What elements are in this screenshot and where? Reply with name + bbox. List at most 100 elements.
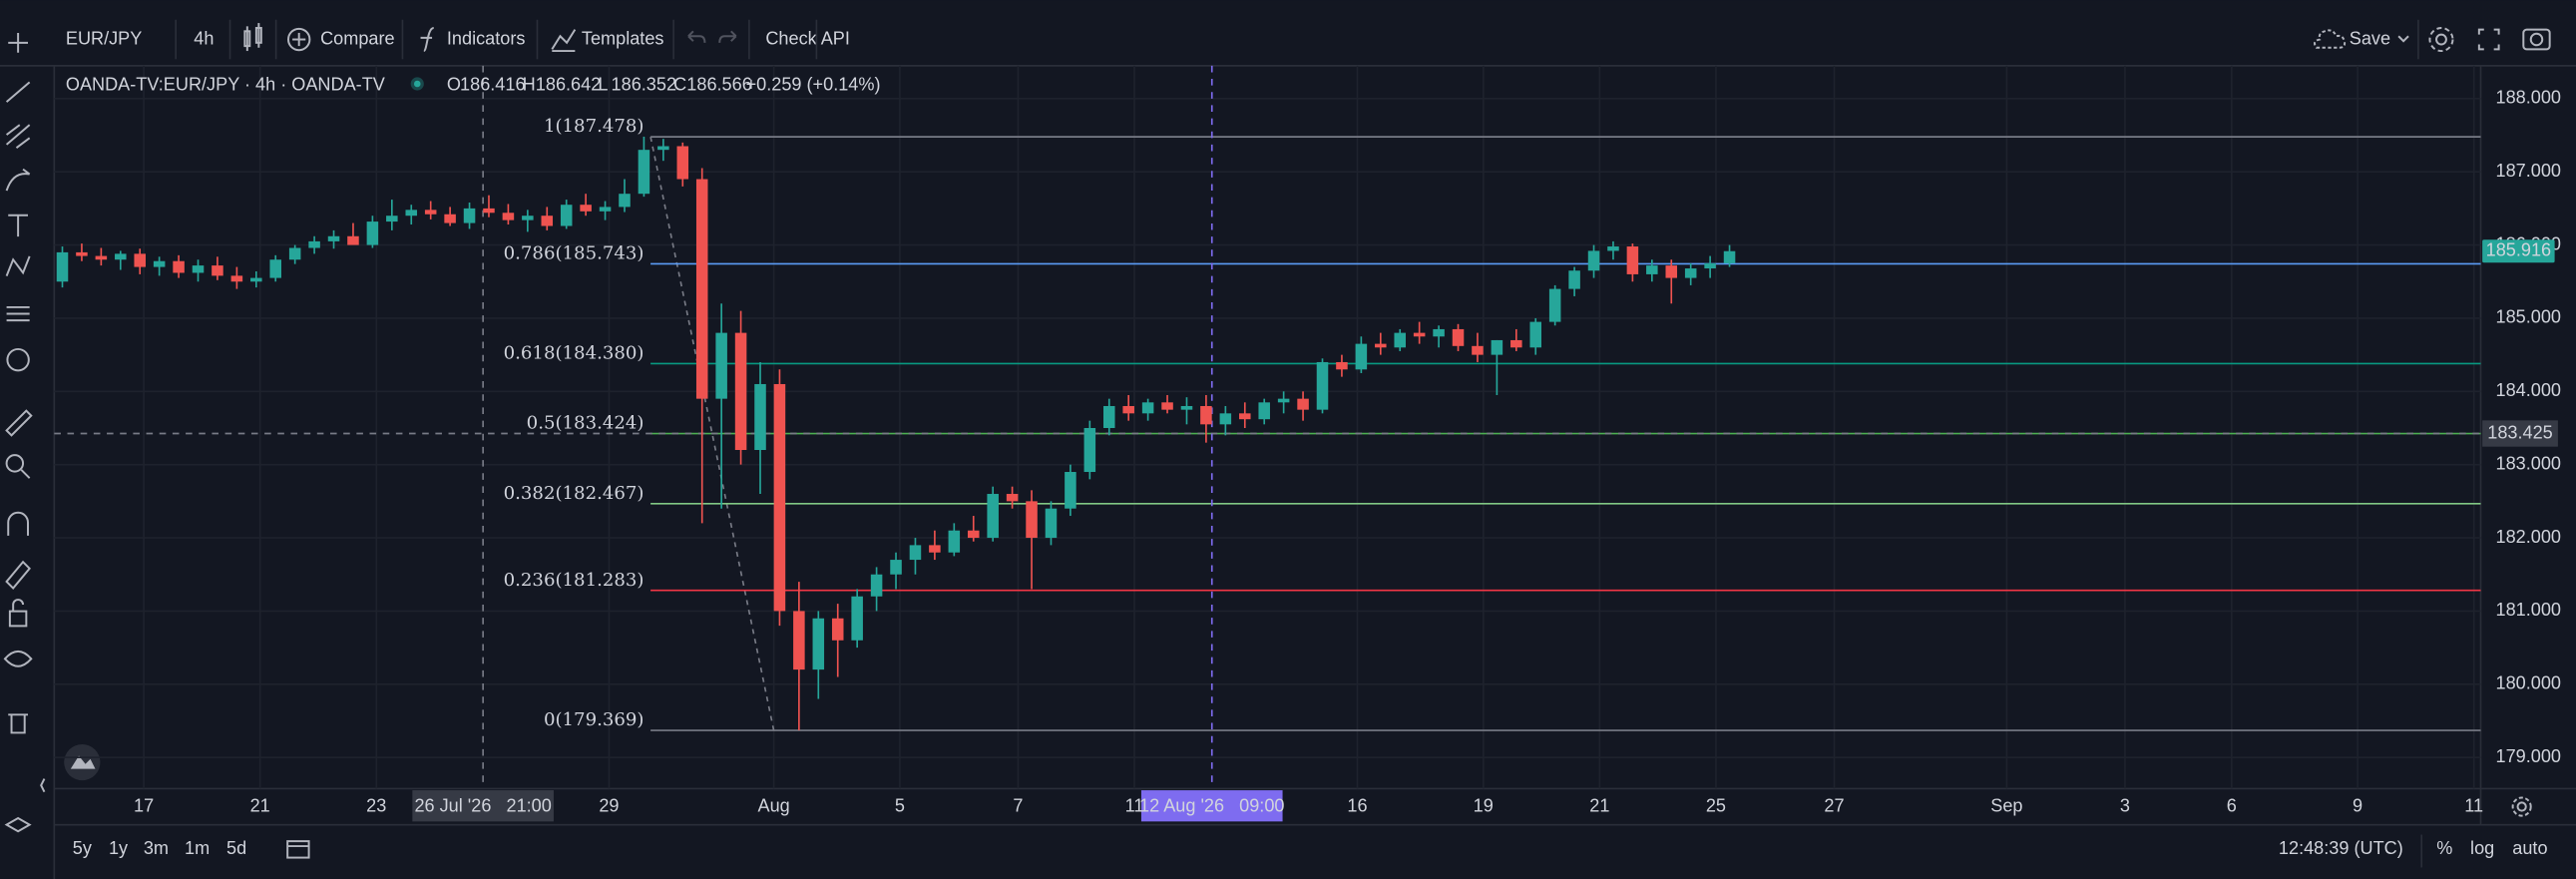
drawing-toolbar [3, 32, 46, 833]
axis-settings[interactable] [2511, 796, 2532, 817]
candle-body [502, 213, 515, 220]
scale-button[interactable]: % [2436, 838, 2452, 858]
x-tick-label: Sep [1990, 795, 2022, 815]
candle-body [657, 146, 669, 151]
crosshair-price-label: 183.425 [2487, 422, 2552, 442]
range-button[interactable]: 5y [73, 838, 93, 858]
delete-tool[interactable] [8, 713, 28, 734]
icon-part[interactable] [2428, 27, 2454, 53]
x-tick-label: 21 [250, 795, 270, 815]
templates-icon[interactable] [551, 29, 577, 53]
stay-drawing-tool[interactable] [5, 560, 31, 590]
range-button[interactable]: 1m [185, 838, 210, 858]
measure-tool[interactable] [5, 409, 33, 437]
x-tick-label: 9 [2353, 795, 2362, 815]
save-button[interactable]: Save [2350, 28, 2390, 48]
clock: 12:48:39 (UTC) [2279, 838, 2403, 858]
candle-body [115, 253, 127, 260]
cloud-icon[interactable] [2313, 29, 2347, 49]
templates-button[interactable]: Templates [582, 28, 664, 48]
y-tick-label: 180.000 [2496, 673, 2561, 693]
candle-body [1607, 246, 1619, 251]
legend-title: OANDA-TV:EUR/JPY · 4h · OANDA-TV [66, 74, 385, 94]
save-menu[interactable] [2397, 35, 2409, 43]
date-range-button[interactable] [286, 840, 310, 859]
icon-part[interactable] [286, 840, 310, 859]
candle-body [1452, 328, 1465, 346]
candle-body [580, 205, 592, 212]
zoom-tool[interactable] [5, 454, 31, 479]
object-tree-button[interactable] [4, 816, 32, 833]
candle-body [424, 210, 437, 215]
magnet-tool[interactable] [7, 511, 29, 536]
check-api-button[interactable]: Check API [765, 28, 850, 48]
candle-body [1141, 402, 1154, 414]
candle-body [463, 208, 476, 223]
top-toolbar: EUR/JPY 4h Compare Indicators Templates … [66, 19, 2551, 60]
x-tick-label: 23 [366, 795, 386, 815]
symbol-button[interactable]: EUR/JPY [66, 28, 142, 48]
prediction-tool[interactable] [6, 305, 30, 322]
icon-part[interactable] [2435, 33, 2447, 46]
icon-part[interactable] [2516, 801, 2527, 812]
candle-body [909, 545, 922, 561]
candle-body [1723, 250, 1736, 263]
x-tick-label: 11 [1125, 795, 1144, 815]
brush-tool[interactable] [5, 168, 31, 192]
icon-part[interactable] [2529, 32, 2544, 47]
y-tick-label: 185.000 [2496, 307, 2561, 327]
interval-button[interactable]: 4h [194, 28, 214, 48]
range-button[interactable]: 1y [109, 838, 129, 858]
candle-body [1083, 427, 1096, 473]
chart-type-button[interactable] [243, 23, 262, 52]
indicators-button[interactable]: Indicators [447, 28, 526, 48]
lock-tool[interactable] [8, 599, 28, 628]
candle-body [1161, 402, 1173, 410]
candle-body [1355, 343, 1368, 370]
candle-body [95, 255, 108, 260]
candle-body [153, 260, 166, 267]
icon-part[interactable] [2522, 28, 2551, 51]
candle-body [444, 214, 456, 223]
candle-body [773, 383, 786, 612]
fullscreen-button[interactable] [2477, 28, 2500, 51]
pattern-tool[interactable] [5, 255, 31, 277]
candle-body [76, 251, 88, 256]
candle-body [212, 265, 223, 276]
x-tick-label: 6 [2227, 795, 2237, 815]
fib-label: 0.786(185.743) [504, 243, 644, 264]
text-tool[interactable] [8, 214, 28, 237]
undo-button[interactable] [687, 30, 706, 43]
candle-body [793, 611, 805, 670]
fib-label: 0(179.369) [544, 709, 644, 730]
collapse-button[interactable] [40, 778, 46, 793]
icon-part[interactable] [287, 27, 311, 52]
compare-button[interactable]: Compare [320, 28, 394, 48]
fib-label: 0.236(181.283) [504, 570, 644, 591]
compare-icon[interactable] [287, 27, 311, 52]
indicators-icon[interactable] [420, 27, 435, 53]
candle-body [1277, 398, 1290, 403]
ohlc-key: O [447, 74, 461, 94]
fib-tool[interactable] [5, 124, 31, 150]
icon-part[interactable] [2511, 796, 2532, 817]
ohlc-key: L [598, 74, 608, 94]
crosshair-tool[interactable] [8, 32, 28, 53]
trend-line-tool[interactable] [5, 81, 31, 103]
scale-button[interactable]: log [2470, 838, 2494, 858]
candle-body [870, 574, 883, 597]
candle-body [1316, 361, 1329, 410]
icon-tool[interactable] [6, 347, 30, 372]
hide-tool[interactable] [3, 650, 33, 667]
x-tick-label: 27 [1824, 795, 1844, 815]
scale-button[interactable]: auto [2512, 838, 2547, 858]
candle-body [405, 210, 418, 217]
settings-button[interactable] [2428, 27, 2454, 53]
range-button[interactable]: 3m [144, 838, 169, 858]
candle-body [1006, 494, 1019, 502]
screenshot-button[interactable] [2522, 28, 2551, 51]
redo-button[interactable] [718, 30, 737, 43]
candle-body [1258, 402, 1270, 420]
range-button[interactable]: 5d [226, 838, 246, 858]
